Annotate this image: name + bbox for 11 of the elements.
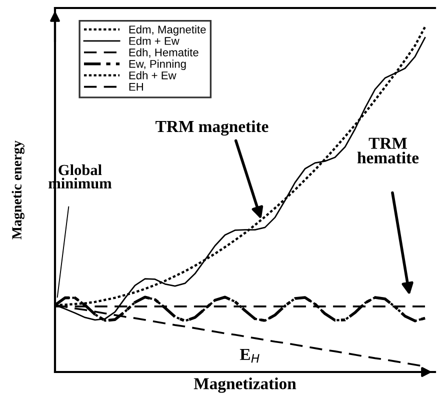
annotation: TRM magnetite (156, 120, 268, 136)
legend-label: EH (129, 83, 143, 91)
legend-label: Edh + Ew (129, 71, 176, 80)
annotation: E$_{H}$ (240, 349, 260, 363)
x-axis-title: Magnetization (194, 378, 296, 393)
legend-label: Edm, Magnetite (129, 25, 206, 36)
annotation: TRM hematite (357, 138, 419, 164)
legend-label: Edh, Hematite (129, 48, 198, 58)
legend-label: Edm + Ew (129, 36, 180, 45)
legend-label: Ew, Pinning (129, 60, 186, 70)
y-axis-title: Magnetic energy (12, 140, 24, 240)
